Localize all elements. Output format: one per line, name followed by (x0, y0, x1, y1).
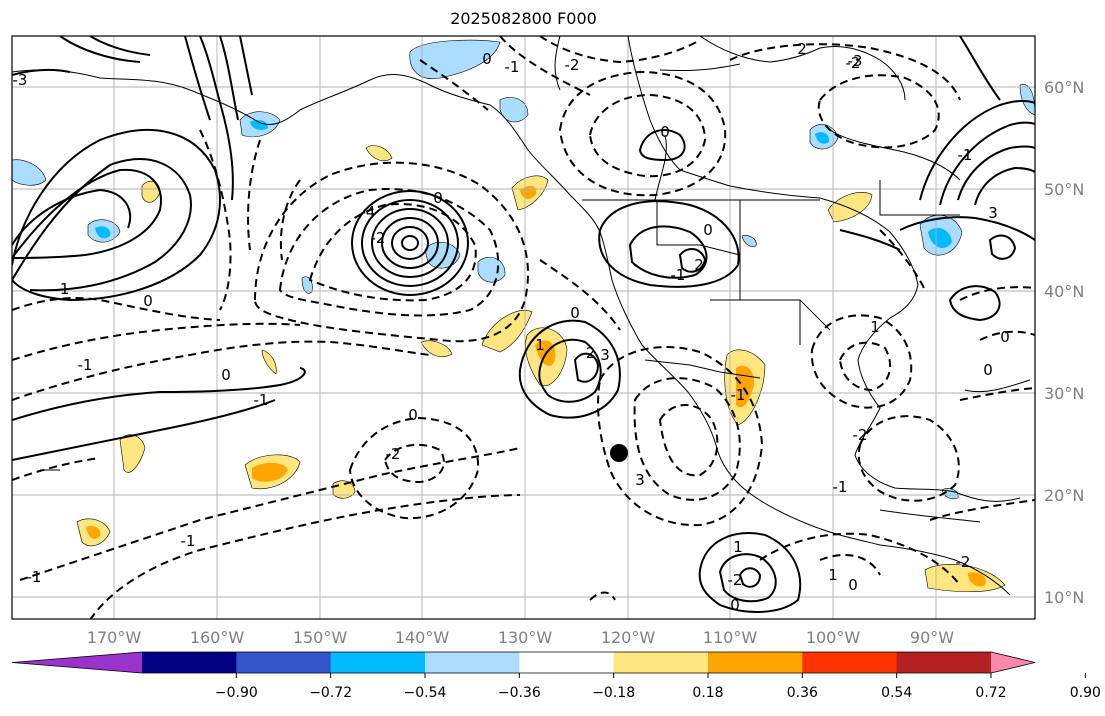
contour-label: 1 (733, 538, 743, 556)
contour-label: -3 (848, 52, 863, 70)
contour-labels: -3 0 -1 -2 2 -2 3 -1 0 -1 0 -2 -4 0 -2 0… (13, 40, 1010, 614)
colorbar-outline (11, 651, 1036, 674)
contour-label: 0 (482, 50, 492, 68)
colorbar-extend-high (991, 652, 1035, 673)
lon-label: 90°W (910, 628, 954, 647)
contour-label: -2 (853, 426, 868, 444)
colorbar-segment (708, 652, 803, 673)
page-title: 2025082800 F000 (450, 9, 597, 28)
colorbar-segment (236, 652, 332, 673)
contour-label: -1 (833, 478, 848, 496)
contour-label: 0 (703, 221, 713, 239)
contour-label: -1 (505, 58, 520, 76)
lon-label: 110°W (703, 628, 758, 647)
contour-label: 3 (988, 204, 998, 222)
colorbar-segment (425, 652, 520, 673)
contour-label: 0 (408, 406, 418, 424)
colorbar-segment (142, 652, 237, 673)
lat-label: 50°N (1044, 180, 1084, 199)
contour-label: -2 (956, 553, 971, 571)
contour-label: 0 (570, 304, 580, 322)
contour-label: -1 (55, 280, 70, 298)
contour-label: 0 (730, 596, 740, 614)
contour-label: 0 (143, 292, 153, 310)
lon-label: 150°W (293, 628, 348, 647)
contour-label: -1 (731, 386, 746, 404)
lon-label: 160°W (190, 628, 245, 647)
contour-label: -1 (78, 356, 93, 374)
colorbar-segment (519, 652, 615, 673)
colorbar-tick-label: −0.72 (309, 685, 352, 701)
colorbar-tick-label: 0.18 (692, 685, 723, 701)
lon-label: 140°W (395, 628, 450, 647)
colorbar-tick-label: 0.54 (881, 685, 912, 701)
colorbar-tick-label: −0.18 (592, 685, 635, 701)
contour-label: -2 (728, 571, 743, 589)
latitude-labels: 60°N 50°N 40°N 30°N 20°N 10°N (1044, 78, 1084, 607)
contour-label: -1 (958, 146, 973, 164)
colorbar-tick-label: −0.36 (498, 685, 541, 701)
contour-label: -2 (581, 344, 596, 362)
contour-label: 3 (635, 471, 645, 489)
contour-label: -2 (846, 54, 861, 72)
contour-label: 2 (694, 256, 704, 274)
colorbar-segment (802, 652, 898, 673)
contour-label: 0 (983, 361, 993, 379)
lat-label: 60°N (1044, 78, 1084, 97)
contour-label: 2 (797, 40, 807, 58)
contour-label: -2 (386, 445, 401, 463)
contour-label: 0 (221, 366, 231, 384)
lat-label: 10°N (1044, 588, 1084, 607)
colorbar-tick-label: −0.90 (215, 685, 258, 701)
map-frame (11, 35, 1036, 620)
contours-negative (12, 36, 1035, 619)
contour-label: 1 (828, 566, 838, 584)
colorbar-tick-label: 0.72 (975, 685, 1006, 701)
colorbar-tick-label: 0.36 (787, 685, 818, 701)
contour-label: -2 (371, 229, 386, 247)
lon-label: 120°W (601, 628, 656, 647)
contour-label: -1 (671, 266, 686, 284)
contour-label: -2 (565, 56, 580, 74)
lat-label: 30°N (1044, 384, 1084, 403)
contour-label: 0 (1000, 328, 1010, 346)
negative-shading (12, 39, 1035, 500)
contour-label: 0 (848, 576, 858, 594)
colorbar-segment (613, 652, 709, 673)
contour-label: -1 (254, 391, 269, 409)
contour-label: -1 (181, 532, 196, 550)
colorbar-tick-label: 0.90 (1070, 685, 1101, 701)
contour-label: 0 (660, 123, 670, 141)
contours-positive (12, 36, 1035, 613)
colorbar-tick-label: −0.54 (404, 685, 447, 701)
lon-label: 100°W (806, 628, 861, 647)
contour-label: 3 (600, 346, 610, 364)
contour-label: 1 (535, 336, 545, 354)
contour-label: 1 (870, 318, 880, 336)
contour-label: 0 (433, 189, 443, 207)
contour-label: -4 (361, 203, 376, 221)
contour-label: -1 (27, 568, 42, 586)
colorbar-segment (896, 652, 992, 673)
contour-label: -3 (13, 71, 28, 89)
lon-label: 130°W (498, 628, 553, 647)
lat-label: 20°N (1044, 486, 1084, 505)
colorbar: −0.90 −0.72 −0.54 −0.36 −0.18 0.18 0.36 0.54 0.7… (11, 651, 1101, 701)
longitude-labels: 170°W 160°W 150°W 140°W 130°W 120°W 110°… (87, 628, 954, 647)
map-area: -3 0 -1 -2 2 -2 3 -1 0 -1 0 -2 -4 0 -2 0… (12, 36, 1035, 619)
positive-shading (76, 145, 1006, 592)
location-marker (610, 444, 628, 462)
lon-label: 170°W (87, 628, 142, 647)
lat-label: 40°N (1044, 282, 1084, 301)
colorbar-segment (330, 652, 426, 673)
colorbar-extend-low (12, 652, 142, 673)
